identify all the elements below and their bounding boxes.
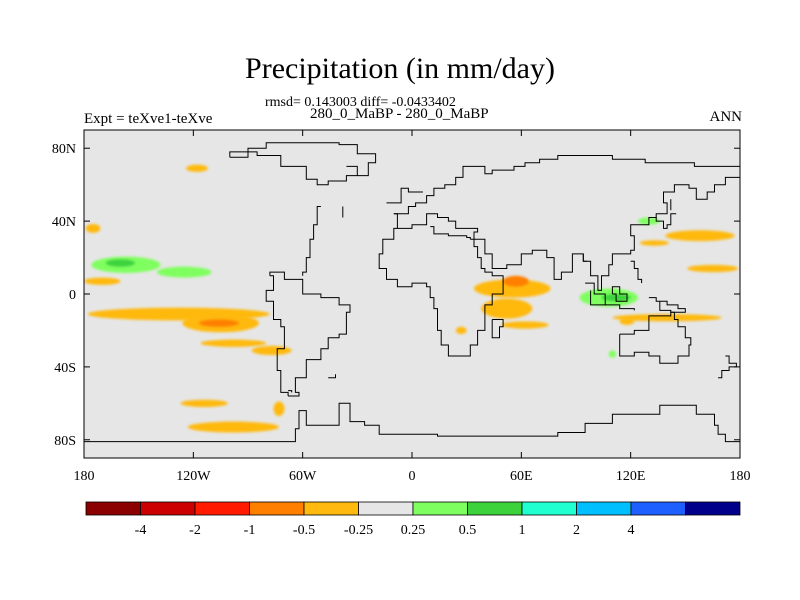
x-tick-label-1: 120W xyxy=(176,469,211,484)
colorbar-label-1: -2 xyxy=(189,523,201,538)
y-tick-label-0: 80N xyxy=(52,142,76,157)
anomaly-6 xyxy=(156,266,212,278)
colorbar-label-9: 4 xyxy=(628,523,635,538)
anomaly-15 xyxy=(273,401,285,417)
y-tick-label-3: 40S xyxy=(54,361,76,376)
coastline-4 xyxy=(302,206,321,276)
coastline-21 xyxy=(630,260,643,284)
anomaly-2 xyxy=(687,264,739,273)
colorbar-swatch-9 xyxy=(576,501,632,516)
colorbar-swatch-4 xyxy=(303,501,359,516)
anomaly-14 xyxy=(187,421,279,433)
stats-line: rmsd= 0.143003 diff= -0.0433402 xyxy=(265,95,456,110)
anomaly-1 xyxy=(665,230,735,242)
anomaly-18 xyxy=(481,298,533,319)
coastline-17 xyxy=(619,311,692,364)
coastline-2 xyxy=(346,165,358,176)
x-tick-label-6: 180 xyxy=(730,469,751,484)
season-label: ANN xyxy=(709,109,743,125)
coastline-16 xyxy=(605,304,635,311)
x-tick-label-5: 120E xyxy=(616,469,646,484)
y-tick-label-1: 40N xyxy=(52,215,76,230)
coastline-14 xyxy=(585,282,606,306)
colorbar-swatch-0 xyxy=(85,501,141,516)
colorbar-label-7: 1 xyxy=(519,523,526,538)
coastline-13 xyxy=(491,319,504,339)
colorbar-swatch-5 xyxy=(358,501,414,516)
x-tick-label-4: 60E xyxy=(510,469,533,484)
colorbar-swatch-10 xyxy=(630,501,686,516)
colorbar-label-6: 0.5 xyxy=(459,523,477,538)
y-tick-label-2: 0 xyxy=(69,288,76,303)
coastline-7 xyxy=(328,374,336,379)
colorbar-label-2: -1 xyxy=(244,523,256,538)
colorbar-label-8: 2 xyxy=(573,523,580,538)
axes-layer: 180 120W 60W 0 60E 120E 180 80N 40N 0 40S 80S xyxy=(52,130,751,484)
colorbar-label-5: 0.25 xyxy=(401,523,426,538)
anomaly-13 xyxy=(180,399,228,407)
coastline-6 xyxy=(269,271,351,397)
x-tick-label-0: 180 xyxy=(74,469,95,484)
x-tick-label-2: 60W xyxy=(289,469,317,484)
coastline-5 xyxy=(265,275,289,396)
anomaly-7 xyxy=(84,277,121,285)
map-background xyxy=(84,130,740,458)
colorbar-label-4: -0.25 xyxy=(344,523,373,538)
coastline-layer xyxy=(84,142,740,443)
anomaly-0 xyxy=(186,164,208,172)
coastline-23 xyxy=(582,253,587,262)
colorbar-swatch-2 xyxy=(194,501,250,516)
colorbar-swatch-11 xyxy=(685,501,741,516)
x-tick-label-3: 0 xyxy=(409,469,416,484)
colorbar-swatch-1 xyxy=(140,501,196,516)
coastline-22 xyxy=(648,297,686,313)
y-tick-label-4: 80S xyxy=(54,434,76,449)
coastline-0 xyxy=(84,402,740,443)
colorbar-swatch-3 xyxy=(249,501,305,516)
colorbar-swatch-6 xyxy=(412,501,468,516)
anomaly-11 xyxy=(200,339,267,347)
coastline-11 xyxy=(430,226,471,240)
colorbar-label-3: -0.5 xyxy=(293,523,315,538)
coastline-18 xyxy=(650,213,677,229)
anomaly-19 xyxy=(501,321,549,329)
anomaly-12 xyxy=(251,345,292,356)
anomaly-27 xyxy=(608,350,617,358)
coastline-10 xyxy=(393,173,740,291)
colorbar: -4 -2 -1 -0.5 -0.25 0.25 0.5 1 2 4 xyxy=(85,501,741,538)
colorbar-swatch-8 xyxy=(521,501,577,516)
coastline-8 xyxy=(386,187,423,204)
coastline-24 xyxy=(288,390,293,393)
anomaly-3 xyxy=(85,223,101,233)
anomaly-17 xyxy=(503,275,529,287)
anomaly-24 xyxy=(612,314,722,322)
coastline-15 xyxy=(611,286,628,302)
experiment-label: Expt = teXve1-teXve xyxy=(84,111,213,127)
anomaly-26 xyxy=(619,317,635,325)
colorbar-swatch-7 xyxy=(467,501,523,516)
coastline-9 xyxy=(393,155,740,215)
chart-subtitle: 280_0_MaBP - 280_0_MaBP xyxy=(310,106,489,122)
anomaly-layer xyxy=(84,164,739,433)
chart-title: Precipitation (in mm/day) xyxy=(245,52,555,85)
anomaly-25 xyxy=(639,240,669,246)
anomaly-16 xyxy=(473,279,551,298)
colorbar-label-0: -4 xyxy=(135,523,147,538)
anomaly-5 xyxy=(105,259,136,267)
coastline-20 xyxy=(718,355,737,379)
coastline-12 xyxy=(378,227,504,357)
anomaly-10 xyxy=(198,319,239,327)
anomaly-20 xyxy=(455,326,467,335)
